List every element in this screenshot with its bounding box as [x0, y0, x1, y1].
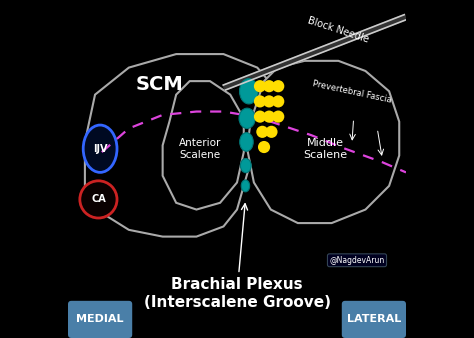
- Circle shape: [272, 111, 284, 123]
- Text: Anterior
Scalene: Anterior Scalene: [179, 138, 221, 160]
- Ellipse shape: [239, 79, 258, 104]
- Text: Prevertebral Fascia: Prevertebral Fascia: [311, 79, 392, 105]
- Ellipse shape: [83, 125, 117, 172]
- FancyBboxPatch shape: [68, 301, 132, 338]
- Text: IJV: IJV: [93, 144, 107, 154]
- Ellipse shape: [239, 108, 255, 128]
- Circle shape: [263, 80, 275, 92]
- Circle shape: [265, 126, 278, 138]
- Text: SCM: SCM: [136, 75, 183, 94]
- Text: Brachial Plexus
(Interscalene Groove): Brachial Plexus (Interscalene Groove): [144, 204, 330, 310]
- Circle shape: [272, 80, 284, 92]
- FancyBboxPatch shape: [342, 301, 406, 338]
- Circle shape: [258, 141, 270, 153]
- Text: Middle
Scalene: Middle Scalene: [303, 138, 347, 160]
- Text: @NagdevArun: @NagdevArun: [329, 256, 384, 265]
- Circle shape: [272, 95, 284, 107]
- Circle shape: [256, 126, 268, 138]
- Circle shape: [263, 111, 275, 123]
- Ellipse shape: [240, 159, 251, 173]
- Polygon shape: [247, 61, 399, 223]
- Circle shape: [254, 111, 266, 123]
- Ellipse shape: [240, 132, 253, 151]
- Polygon shape: [163, 81, 244, 210]
- Text: MEDIAL: MEDIAL: [76, 314, 124, 324]
- Circle shape: [80, 181, 117, 218]
- Circle shape: [254, 80, 266, 92]
- Text: Block Needle: Block Needle: [307, 16, 370, 45]
- Polygon shape: [85, 54, 284, 237]
- Circle shape: [254, 95, 266, 107]
- Text: CA: CA: [91, 194, 106, 204]
- Ellipse shape: [241, 180, 250, 192]
- Circle shape: [263, 95, 275, 107]
- Text: LATERAL: LATERAL: [347, 314, 401, 324]
